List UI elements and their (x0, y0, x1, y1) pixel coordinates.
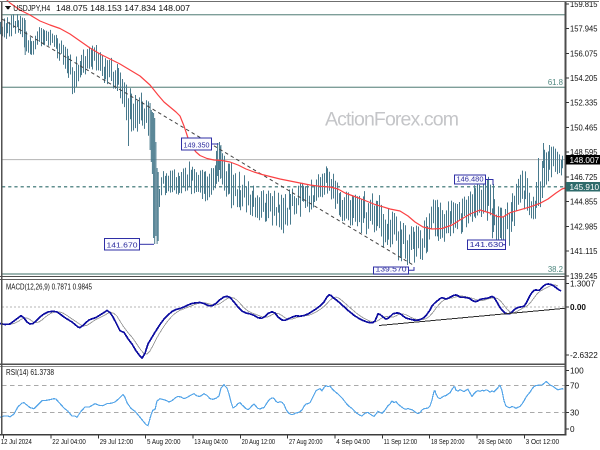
svg-text:156.075: 156.075 (570, 49, 598, 58)
svg-text:18 Sep 20:00: 18 Sep 20:00 (431, 437, 465, 446)
svg-text:12 Jul 2024: 12 Jul 2024 (1, 437, 32, 446)
svg-text:USDJPY,H4: USDJPY,H4 (13, 3, 50, 13)
svg-text:141.670: 141.670 (107, 241, 138, 250)
svg-text:139.570: 139.570 (376, 265, 407, 274)
svg-text:RSI(14) 61.3738: RSI(14) 61.3738 (6, 368, 54, 377)
svg-text:146.725: 146.725 (570, 173, 598, 182)
svg-text:3 Oct 12:00: 3 Oct 12:00 (526, 437, 560, 446)
svg-text:139.245: 139.245 (570, 272, 598, 281)
svg-text:148.075 148.153 147.834 148.00: 148.075 148.153 147.834 148.007 (56, 3, 190, 13)
svg-text:11 Sep 12:00: 11 Sep 12:00 (384, 437, 418, 446)
svg-text:-2.6322: -2.6322 (570, 351, 598, 360)
svg-text:148.595: 148.595 (570, 148, 598, 157)
svg-text:70: 70 (570, 382, 580, 391)
svg-text:149.350: 149.350 (184, 141, 210, 150)
svg-text:ActionForex.com: ActionForex.com (325, 109, 459, 131)
svg-text:29 Jul 12:00: 29 Jul 12:00 (100, 437, 134, 446)
svg-text:20 Aug 12:00: 20 Aug 12:00 (242, 437, 276, 446)
svg-text:154.205: 154.205 (570, 74, 598, 83)
svg-text:150.465: 150.465 (570, 123, 598, 132)
svg-text:30: 30 (570, 409, 580, 418)
svg-text:145.910: 145.910 (570, 183, 600, 192)
svg-text:144.855: 144.855 (570, 198, 598, 207)
svg-text:141.630: 141.630 (470, 240, 504, 249)
svg-text:13 Aug 04:00: 13 Aug 04:00 (194, 437, 228, 446)
svg-text:142.985: 142.985 (570, 222, 598, 231)
svg-text:38.2: 38.2 (548, 265, 563, 274)
svg-text:159.815: 159.815 (570, 0, 598, 9)
svg-text:61.8: 61.8 (548, 78, 563, 87)
svg-text:MACD(12,26,9) 0.7871 0.9845: MACD(12,26,9) 0.7871 0.9845 (6, 283, 93, 292)
svg-text:141.115: 141.115 (570, 247, 598, 256)
svg-text:148.007: 148.007 (570, 156, 600, 165)
svg-text:1.3007: 1.3007 (570, 280, 595, 289)
svg-text:146.480: 146.480 (457, 175, 484, 184)
svg-text:26 Sep 04:00: 26 Sep 04:00 (478, 437, 512, 446)
svg-text:5 Aug 20:00: 5 Aug 20:00 (147, 437, 181, 446)
svg-text:152.335: 152.335 (570, 99, 598, 108)
svg-text:157.945: 157.945 (570, 25, 598, 34)
svg-text:4 Sep 04:00: 4 Sep 04:00 (336, 437, 370, 446)
svg-text:27 Aug 20:00: 27 Aug 20:00 (289, 437, 323, 446)
svg-text:0.00: 0.00 (570, 303, 586, 312)
svg-text:0: 0 (570, 425, 575, 434)
svg-text:100: 100 (570, 367, 584, 376)
svg-text:22 Jul 04:00: 22 Jul 04:00 (52, 437, 86, 446)
